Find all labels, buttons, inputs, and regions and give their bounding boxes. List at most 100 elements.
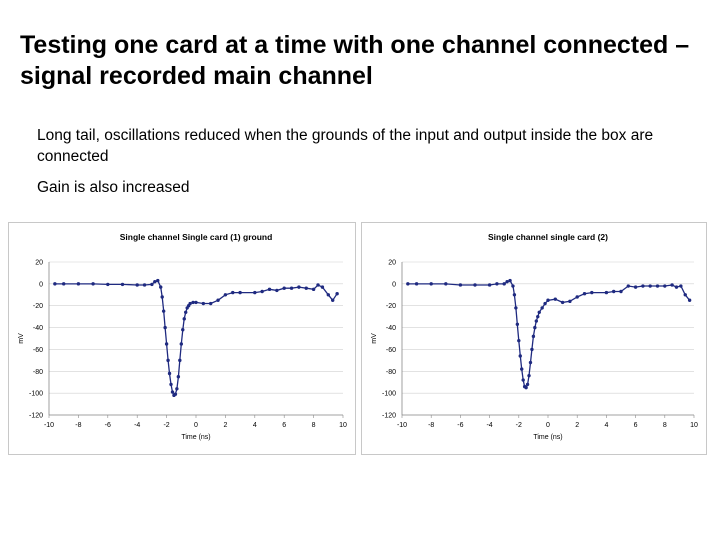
data-point — [191, 300, 195, 305]
data-point — [530, 347, 534, 352]
data-point — [297, 285, 301, 289]
data-point — [582, 291, 587, 296]
data-point — [687, 298, 692, 302]
data-point — [194, 300, 198, 305]
x-tick-label: 6 — [634, 422, 638, 429]
data-point — [170, 390, 175, 394]
data-point — [619, 289, 623, 294]
chart-panel-card-2: Single channel single card (2) 20 0 -20 -40-… — [361, 222, 707, 455]
x-tick-label: 2 — [575, 422, 579, 429]
data-point — [604, 290, 609, 295]
data-point — [76, 282, 81, 286]
data-point — [179, 342, 183, 346]
chart-title: Single channel single card (2) — [488, 232, 608, 242]
y-tick-label: -40 — [33, 325, 43, 332]
y-axis-label: mV — [18, 333, 25, 344]
y-tick-label: -120 — [29, 413, 43, 420]
data-point — [159, 285, 163, 289]
y-tick-label: -20 — [33, 303, 43, 310]
x-tick-label: -4 — [134, 422, 140, 429]
data-point — [267, 287, 272, 292]
data-point — [531, 334, 536, 339]
data-point — [184, 310, 188, 314]
x-tick-label: 4 — [604, 422, 608, 429]
chart-title: Single channel Single card (1) ground — [120, 232, 273, 242]
data-point — [53, 282, 57, 286]
data-point — [560, 300, 565, 305]
data-point — [518, 354, 522, 358]
data-point — [406, 282, 410, 286]
data-point — [590, 290, 594, 295]
data-point — [311, 287, 316, 292]
data-point — [679, 284, 683, 288]
data-point — [663, 284, 667, 288]
data-point — [473, 283, 477, 287]
x-tick-label: -6 — [105, 422, 111, 429]
chart-panel-card-1: Single channel Single card (1) ground 20 0… — [8, 222, 356, 455]
data-point — [520, 367, 524, 371]
data-point — [181, 328, 185, 332]
y-tick-label: -60 — [33, 347, 43, 354]
data-point — [160, 295, 164, 299]
data-point — [335, 291, 339, 296]
data-point — [289, 286, 294, 290]
data-point — [304, 286, 308, 290]
x-tick-label: 4 — [253, 422, 257, 429]
data-point — [525, 382, 530, 387]
data-point — [135, 283, 139, 287]
x-tick-label: -8 — [75, 422, 81, 429]
data-point — [517, 338, 521, 343]
data-point — [612, 289, 616, 294]
data-point — [120, 282, 125, 287]
data-point — [316, 283, 320, 287]
data-point — [515, 322, 520, 326]
data-point — [648, 284, 652, 288]
data-point — [414, 282, 419, 286]
data-point — [161, 309, 166, 313]
data-point — [62, 282, 66, 286]
data-point — [543, 301, 547, 306]
x-tick-label: 0 — [546, 422, 550, 429]
data-point — [201, 301, 206, 306]
data-point — [528, 360, 533, 365]
data-point — [512, 293, 517, 297]
data-point — [655, 284, 660, 288]
x-tick-label: -2 — [163, 422, 169, 429]
data-point — [527, 373, 531, 378]
data-point — [209, 301, 213, 306]
data-point — [458, 283, 463, 287]
y-tick-label: -80 — [386, 369, 396, 376]
data-point — [511, 284, 515, 288]
data-point — [429, 282, 433, 286]
x-tick-label: -6 — [457, 422, 463, 429]
x-axis-label: Time (ns) — [181, 434, 210, 441]
y-tick-label: 20 — [35, 260, 43, 267]
y-tick-label: -20 — [386, 303, 396, 310]
data-point — [182, 317, 186, 321]
data-point — [508, 278, 512, 283]
data-point — [166, 358, 170, 363]
data-point — [169, 382, 173, 387]
x-tick-label: -4 — [486, 422, 492, 429]
data-point — [275, 288, 279, 293]
data-point — [502, 282, 506, 286]
data-point — [173, 392, 178, 396]
bullet-list: Long tail, oscillations reduced when the… — [37, 125, 677, 208]
x-tick-label: -10 — [397, 422, 407, 429]
chart-svg-card-1: Single channel Single card (1) ground 20 0… — [18, 232, 347, 441]
data-point — [320, 285, 325, 289]
x-tick-label: 10 — [690, 422, 698, 429]
data-point — [536, 314, 540, 319]
data-point — [487, 283, 492, 287]
data-point — [670, 283, 674, 287]
x-tick-label: -10 — [44, 422, 54, 429]
data-point — [505, 279, 509, 284]
x-tick-label: 8 — [312, 422, 316, 429]
data-point — [514, 306, 518, 310]
y-tick-label: -40 — [386, 325, 396, 332]
data-point — [163, 325, 167, 330]
data-point — [521, 378, 525, 382]
x-tick-label: 0 — [194, 422, 198, 429]
y-tick-label: -80 — [33, 369, 43, 376]
x-tick-label: 2 — [223, 422, 227, 429]
